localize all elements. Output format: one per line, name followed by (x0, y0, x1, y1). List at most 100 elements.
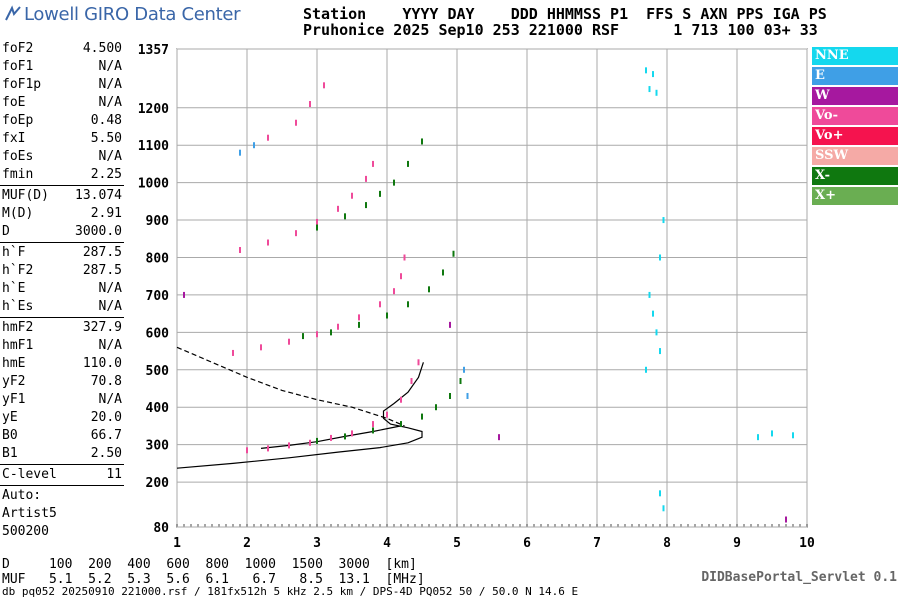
chart-grid (176, 48, 808, 528)
data-point (365, 202, 367, 209)
data-point (442, 269, 444, 276)
param-row: M(D) 2.91 (0, 205, 124, 223)
data-point (309, 101, 311, 108)
data-point (288, 338, 290, 345)
chart-curves (176, 346, 424, 469)
param-label: h`E (2, 281, 26, 296)
param-row: h`Es N/A (0, 298, 124, 316)
data-point (316, 218, 318, 225)
data-point (372, 421, 374, 428)
data-point (288, 442, 290, 449)
x-tick-label: 3 (313, 536, 321, 551)
param-label: M(D) (2, 206, 34, 221)
legend-item: E (812, 67, 898, 85)
legend-item: Vo+ (812, 127, 898, 145)
data-point (400, 396, 402, 403)
data-point (459, 378, 462, 385)
data-point (365, 175, 367, 182)
x-tick-label: 8 (663, 536, 671, 551)
data-point (267, 239, 269, 246)
param-value: 5.50 (90, 131, 122, 146)
data-point (400, 421, 402, 428)
data-point (316, 437, 318, 444)
header-line-2: Pruhonice 2025 Sep10 253 221000 RSF 1 71… (303, 21, 818, 39)
data-point (316, 224, 318, 231)
data-point (662, 217, 665, 224)
legend-item: W (812, 87, 898, 105)
data-point (358, 314, 360, 321)
data-point (330, 434, 332, 441)
data-point (330, 329, 332, 336)
param-row: hmE 110.0 (0, 355, 124, 373)
data-point (323, 82, 325, 89)
param-label: foF1p (2, 77, 42, 92)
data-point (295, 230, 297, 237)
param-value: 4.500 (82, 41, 122, 56)
y-tick-label: 1100 (138, 139, 169, 154)
data-point (466, 392, 469, 399)
param-label: foF1 (2, 59, 34, 74)
data-point (253, 142, 255, 149)
param-label: B0 (2, 428, 18, 443)
param-row: hmF2 327.9 (0, 319, 124, 337)
polarization-legend: NNE E W Vo- Vo+ SSW X- X+ (812, 47, 898, 207)
data-point (652, 310, 654, 317)
param-note: Artist5 (2, 506, 57, 521)
y-tick-label: 500 (146, 364, 170, 379)
param-value: 2.25 (90, 167, 122, 182)
data-point (386, 411, 388, 418)
param-row: fmin 2.25 (0, 166, 124, 184)
data-point (449, 321, 451, 328)
curve-bottomside (176, 346, 405, 427)
data-point (655, 89, 658, 96)
data-point (267, 445, 269, 452)
x-tick-label: 2 (243, 536, 251, 551)
data-point (400, 273, 402, 280)
data-point (792, 432, 794, 439)
data-point (659, 254, 661, 261)
data-point (648, 86, 651, 93)
param-label: fmin (2, 167, 34, 182)
param-row: yF1 N/A (0, 391, 124, 409)
data-point (309, 439, 311, 446)
data-point (372, 427, 374, 434)
y-tick-label: 700 (146, 289, 170, 304)
y-tick-label: 900 (146, 214, 170, 229)
param-value: 20.0 (90, 410, 122, 425)
param-row: yF2 70.8 (0, 373, 124, 391)
muf-distance-row: D 100 200 400 600 800 1000 1500 3000 [km… (2, 557, 417, 572)
data-point (659, 348, 661, 355)
param-value: 110.0 (82, 356, 122, 371)
y-tick-label: 1357 (138, 43, 169, 58)
logo-text: Lowell GIRO Data Center (24, 4, 241, 25)
data-point (316, 331, 318, 338)
data-point (379, 190, 381, 197)
data-point (337, 205, 339, 212)
y-tick-label: 300 (146, 439, 170, 454)
muf-value-row: MUF 5.1 5.2 5.3 5.6 6.1 6.7 8.5 13.1 [MH… (2, 572, 425, 587)
data-point (662, 505, 665, 512)
param-label: fxI (2, 131, 26, 146)
data-point (652, 71, 654, 78)
data-point (785, 516, 787, 523)
data-point (428, 286, 430, 293)
param-value: N/A (98, 338, 122, 353)
legend-item: X- (812, 167, 898, 185)
param-row: h`E N/A (0, 280, 124, 298)
param-label: h`Es (2, 299, 34, 314)
param-row: C-level 11 (0, 466, 124, 484)
data-point (372, 160, 374, 167)
param-separator (0, 317, 124, 318)
param-label: D (2, 224, 10, 239)
data-point (407, 301, 409, 308)
data-point (498, 434, 500, 441)
param-value: N/A (98, 392, 122, 407)
legend-item: NNE (812, 47, 898, 65)
data-point (260, 344, 262, 351)
param-value: 11 (106, 467, 122, 482)
param-row: D 3000.0 (0, 223, 124, 241)
parameter-panel: foF2 4.500 foF1 N/A foF1p N/A foE N/A foEp 0.48 fx… (0, 40, 124, 541)
param-row: h`F 287.5 (0, 244, 124, 262)
data-point (463, 366, 465, 373)
